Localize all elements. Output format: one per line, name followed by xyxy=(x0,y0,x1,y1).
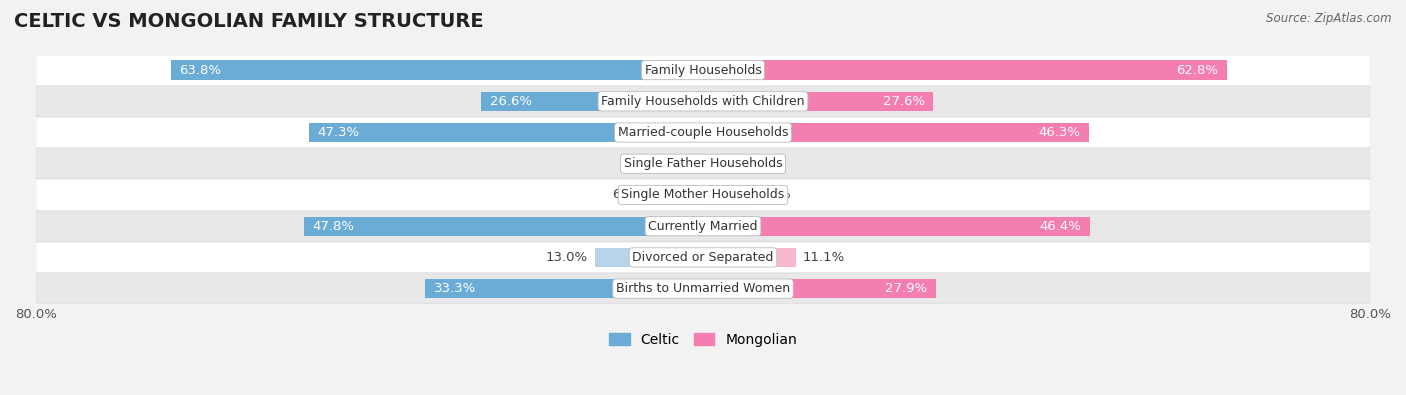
Text: Family Households: Family Households xyxy=(644,64,762,77)
Bar xyxy=(652,185,703,205)
Text: Single Mother Households: Single Mother Households xyxy=(621,188,785,201)
Bar xyxy=(683,154,703,173)
Bar xyxy=(703,216,1090,236)
Text: 62.8%: 62.8% xyxy=(1177,64,1219,77)
Text: Single Father Households: Single Father Households xyxy=(624,157,782,170)
Bar xyxy=(37,242,1369,273)
Bar xyxy=(703,92,934,111)
Text: 47.8%: 47.8% xyxy=(312,220,354,233)
Text: Married-couple Households: Married-couple Households xyxy=(617,126,789,139)
Bar xyxy=(703,154,720,173)
Bar xyxy=(305,216,703,236)
Text: 46.4%: 46.4% xyxy=(1039,220,1081,233)
Text: CELTIC VS MONGOLIAN FAMILY STRUCTURE: CELTIC VS MONGOLIAN FAMILY STRUCTURE xyxy=(14,12,484,31)
Text: 2.1%: 2.1% xyxy=(727,157,761,170)
Bar xyxy=(172,60,703,80)
Text: 46.3%: 46.3% xyxy=(1039,126,1081,139)
Bar xyxy=(37,86,1369,117)
Bar xyxy=(37,211,1369,242)
Text: Divorced or Separated: Divorced or Separated xyxy=(633,251,773,264)
Text: 5.8%: 5.8% xyxy=(758,188,792,201)
Bar xyxy=(595,248,703,267)
Bar xyxy=(703,248,796,267)
Bar xyxy=(37,117,1369,148)
Bar xyxy=(308,123,703,142)
Text: Source: ZipAtlas.com: Source: ZipAtlas.com xyxy=(1267,12,1392,25)
Text: 2.3%: 2.3% xyxy=(644,157,678,170)
Text: 6.1%: 6.1% xyxy=(612,188,645,201)
Text: Family Households with Children: Family Households with Children xyxy=(602,95,804,108)
Bar xyxy=(703,123,1090,142)
Text: 13.0%: 13.0% xyxy=(546,251,588,264)
Text: 47.3%: 47.3% xyxy=(316,126,359,139)
Text: Births to Unmarried Women: Births to Unmarried Women xyxy=(616,282,790,295)
Bar xyxy=(703,60,1226,80)
Text: 33.3%: 33.3% xyxy=(433,282,475,295)
Text: 26.6%: 26.6% xyxy=(489,95,531,108)
Bar xyxy=(481,92,703,111)
Text: 27.6%: 27.6% xyxy=(883,95,925,108)
Legend: Celtic, Mongolian: Celtic, Mongolian xyxy=(603,327,803,352)
Text: 27.9%: 27.9% xyxy=(886,282,928,295)
Bar xyxy=(37,273,1369,304)
Bar xyxy=(426,279,703,298)
Text: 11.1%: 11.1% xyxy=(803,251,845,264)
Bar xyxy=(37,55,1369,86)
Bar xyxy=(37,148,1369,179)
Bar xyxy=(703,185,751,205)
Text: 63.8%: 63.8% xyxy=(180,64,221,77)
Bar xyxy=(703,279,935,298)
Text: Currently Married: Currently Married xyxy=(648,220,758,233)
Bar xyxy=(37,179,1369,211)
